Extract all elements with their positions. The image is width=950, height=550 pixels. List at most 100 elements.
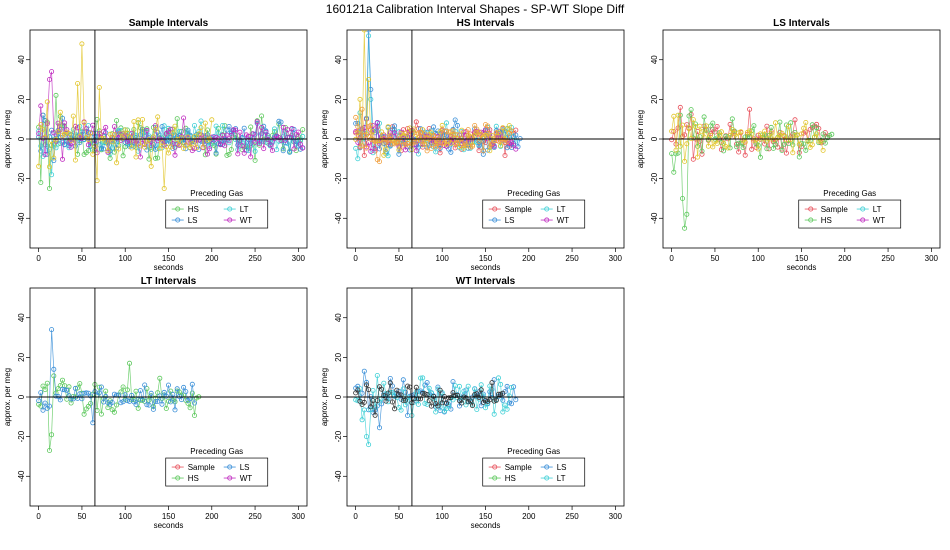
legend-item-lt: LT: [223, 205, 249, 214]
data-point: [773, 120, 779, 126]
data-point: [450, 127, 456, 133]
data-point: [392, 406, 398, 412]
legend-item-hs: HS: [171, 205, 199, 214]
data-point: [446, 129, 452, 135]
data-point: [127, 360, 133, 366]
data-point: [452, 392, 458, 398]
data-point: [402, 397, 408, 403]
data-point: [165, 382, 171, 388]
data-point: [152, 126, 158, 132]
data-layer: [36, 41, 306, 191]
data-point: [239, 143, 245, 149]
data-point: [376, 425, 382, 431]
data-point: [686, 125, 692, 131]
data-point: [49, 327, 55, 333]
data-point: [353, 114, 359, 120]
data-point: [749, 131, 755, 137]
data-point: [88, 130, 94, 136]
data-point: [439, 126, 445, 132]
data-point: [387, 133, 393, 139]
data-point: [101, 146, 107, 152]
data-point: [714, 140, 720, 146]
data-point: [454, 122, 460, 128]
data-point: [389, 399, 395, 405]
series-line: [38, 71, 304, 160]
data-point: [144, 127, 150, 133]
data-point: [385, 124, 391, 130]
data-point: [770, 137, 776, 143]
legend-swatch-marker: [175, 217, 181, 223]
data-point: [400, 386, 406, 392]
data-point: [742, 152, 748, 158]
data-point: [287, 149, 293, 155]
data-point: [786, 140, 792, 146]
y-tick-label: -40: [334, 470, 343, 482]
data-point: [721, 148, 727, 154]
data-point: [111, 409, 117, 415]
data-point: [72, 157, 78, 163]
data-point: [363, 145, 369, 151]
data-point: [103, 124, 109, 130]
data-point: [103, 393, 109, 399]
data-point: [413, 384, 419, 390]
data-point: [114, 118, 120, 124]
panel-title: HS Intervals: [457, 18, 515, 29]
data-point: [379, 129, 385, 135]
data-point: [161, 389, 167, 395]
x-tick-label: 200: [205, 512, 219, 521]
legend-swatch-marker: [544, 475, 550, 481]
y-tick-label: 0: [650, 136, 659, 141]
data-point: [252, 148, 258, 154]
data-point: [152, 399, 158, 405]
y-axis-label: approx. per meg: [320, 110, 329, 168]
legend-swatch-marker: [808, 206, 814, 212]
data-point: [42, 152, 48, 158]
data-point: [139, 126, 145, 132]
x-tick-label: 0: [36, 512, 41, 521]
legend-item-wt: WT: [856, 216, 885, 225]
data-point: [64, 387, 70, 393]
y-tick-label: -20: [334, 430, 343, 442]
legend-item-wt: WT: [223, 216, 252, 225]
data-point: [366, 77, 372, 83]
legend: Preceding Gas Sample LS HS WT: [165, 447, 269, 487]
data-point: [259, 113, 265, 119]
data-point: [669, 137, 675, 143]
data-point: [729, 127, 735, 133]
data-point: [506, 393, 512, 399]
data-point: [465, 383, 471, 389]
data-point: [361, 399, 367, 405]
y-tick-label: -40: [17, 212, 26, 224]
x-tick-label: 0: [36, 254, 41, 263]
data-point: [159, 124, 165, 130]
data-point: [75, 81, 81, 87]
data-point: [452, 117, 458, 123]
data-point: [261, 146, 267, 152]
data-point: [159, 137, 165, 143]
data-point: [435, 134, 441, 140]
data-point: [513, 127, 519, 133]
data-point: [248, 124, 254, 130]
data-point: [366, 442, 372, 448]
data-point: [267, 142, 273, 148]
data-point: [44, 121, 50, 127]
y-tick-label: 40: [650, 55, 659, 64]
legend-label: WT: [557, 216, 570, 225]
data-point: [513, 397, 519, 403]
legend-box: [482, 457, 586, 487]
data-point: [682, 158, 688, 164]
data-point: [448, 149, 454, 155]
data-layer: [36, 327, 202, 453]
data-point: [122, 127, 128, 133]
data-point: [146, 156, 152, 162]
data-point: [508, 384, 514, 390]
x-axis-label: seconds: [787, 263, 817, 272]
data-point: [185, 400, 191, 406]
data-point: [209, 117, 215, 123]
data-point: [81, 120, 87, 126]
data-point: [204, 127, 210, 133]
data-point: [55, 129, 61, 135]
data-point: [493, 397, 499, 403]
